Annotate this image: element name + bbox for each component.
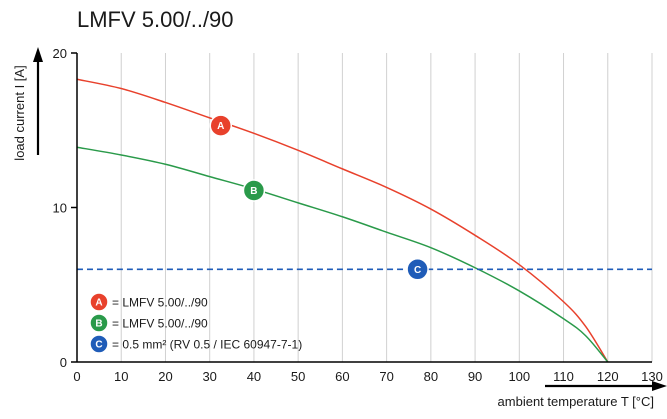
x-tick-label: 130 [641,369,663,384]
series-marker-c-letter: C [414,265,421,276]
x-tick-label: 0 [73,369,80,384]
series-marker-b-letter: B [250,186,257,197]
legend-label-c: = 0.5 mm² (RV 0.5 / IEC 60947-7-1) [112,338,302,352]
legend-label-b: = LMFV 5.00/../90 [112,317,208,331]
x-tick-label: 10 [114,369,128,384]
series-marker-b-circle [242,179,266,202]
x-tick-label: 110 [553,369,574,384]
series-line-a [76,78,609,363]
x-tick-label: 80 [424,369,438,384]
legend-badge-b-letter: B [95,319,102,330]
series-marker-b: B [242,179,266,202]
series-marker-c-circle [406,258,429,281]
series-layer [76,78,652,363]
legend-label-a: = LMFV 5.00/../90 [112,296,208,310]
legend-badge-c-letter: C [95,340,102,351]
chart-title: LMFV 5.00/../90 [77,7,234,32]
x-tick-label: 40 [247,369,261,384]
legend-badge-a-circle [89,292,109,312]
axes-layer: 0 10 20 30 40 50 60 70 80 90 100 110 120 130 0 10 20 [53,46,663,384]
grid-layer [120,53,653,362]
y-axis-arrow-head [33,47,43,62]
x-tick-label: 20 [158,369,172,384]
x-axis-arrow-head [652,381,667,391]
x-tick-label: 90 [468,369,482,384]
legend-badge-b: B [89,313,109,333]
legend-badge-a-letter: A [95,298,102,309]
legend: A = LMFV 5.00/../90 B = LMFV 5.00/../90 C = 0… [89,292,302,354]
series-line-b [76,146,609,363]
legend-badge-a: A [89,292,109,312]
x-tick-label: 50 [291,369,305,384]
legend-badge-b-circle [89,313,109,333]
y-tick-label: 10 [53,201,67,216]
y-tick-label: 0 [60,355,67,370]
series-marker-a-circle [209,114,232,137]
x-tick-label: 30 [202,369,216,384]
series-marker-a: A [209,114,232,137]
markers-layer: A B C [209,114,429,281]
y-tick-label: 20 [53,46,67,61]
x-tick-label: 120 [597,369,619,384]
series-marker-a-letter: A [217,121,224,132]
legend-badge-c: C [89,334,109,354]
x-axis-label: ambient temperature T [°C] [498,394,654,409]
x-tick-label: 70 [379,369,393,384]
legend-badge-c-circle [89,334,109,354]
x-tick-label: 100 [508,369,530,384]
series-marker-c: C [406,258,429,281]
y-axis-label: load current I [A] [12,65,27,160]
x-tick-label: 60 [335,369,349,384]
